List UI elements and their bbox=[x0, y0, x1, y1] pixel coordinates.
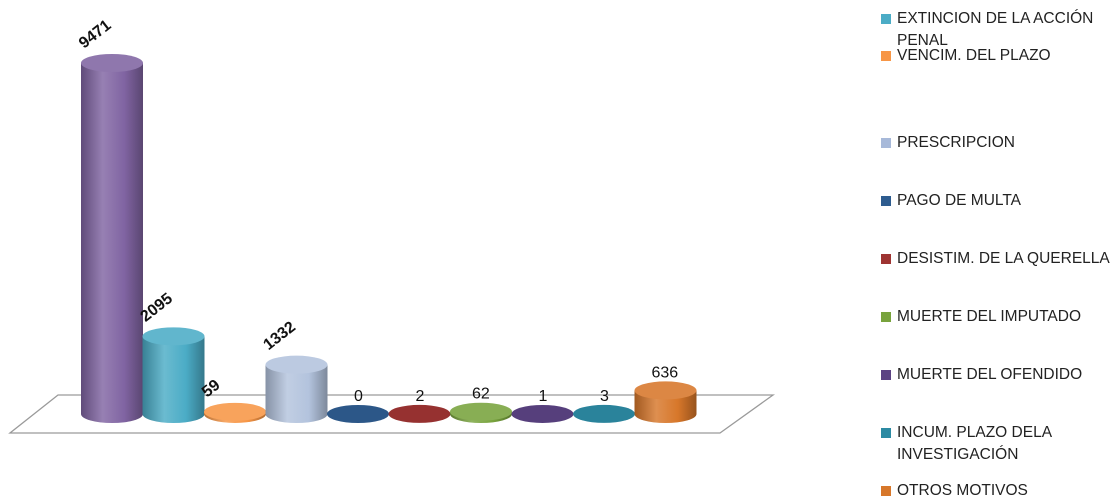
bar-5 bbox=[327, 405, 389, 423]
bar-top-7 bbox=[450, 402, 512, 421]
bar-top-10 bbox=[634, 381, 697, 400]
data-label-4: 1332 bbox=[260, 318, 299, 353]
bar-body-10 bbox=[634, 390, 697, 423]
bar-4 bbox=[265, 355, 328, 423]
legend-label: INCUM. PLAZO DELA INVESTIGACIÓN bbox=[897, 424, 1052, 463]
data-label-2: 2095 bbox=[137, 290, 176, 325]
bar-top-2 bbox=[142, 327, 205, 346]
data-label-6: 2 bbox=[416, 388, 425, 405]
bar-7 bbox=[450, 402, 512, 423]
legend-label: PRESCRIPCION bbox=[897, 134, 1015, 151]
legend-label: DESISTIM. DE LA QUERELLA bbox=[897, 250, 1110, 267]
legend-swatch bbox=[881, 14, 891, 24]
legend-item-4: PAGO DE MULTA bbox=[881, 190, 1112, 212]
legend-swatch bbox=[881, 486, 891, 496]
legend-swatch bbox=[881, 138, 891, 148]
data-label-7: 62 bbox=[472, 386, 490, 403]
bar-10 bbox=[634, 381, 697, 423]
bar-top-6 bbox=[388, 404, 451, 423]
bar-body-2 bbox=[142, 336, 205, 423]
legend-label: PAGO DE MULTA bbox=[897, 192, 1022, 209]
bar-6 bbox=[388, 404, 451, 423]
legend: EXTINCION DE LA ACCIÓN PENAL VENCIM. DEL … bbox=[881, 8, 1112, 499]
data-label-1: 9471 bbox=[76, 17, 115, 52]
bar-top-3 bbox=[204, 402, 266, 421]
data-label-5: 0 bbox=[354, 388, 363, 405]
legend-item-7: MUERTE DEL OFENDIDO bbox=[881, 364, 1112, 386]
legend-item-2: VENCIM. DEL PLAZO bbox=[881, 45, 1112, 67]
legend-label: OTROS MOTIVOS bbox=[897, 482, 1028, 499]
legend-item-8: INCUM. PLAZO DELA INVESTIGACIÓN bbox=[881, 422, 1112, 466]
legend-label: MUERTE DEL IMPUTADO bbox=[897, 308, 1082, 325]
bar-3 bbox=[204, 402, 266, 423]
bar-body-1 bbox=[81, 63, 143, 423]
bar-top-5 bbox=[327, 405, 389, 423]
legend-label: MUERTE DEL OFENDIDO bbox=[897, 366, 1083, 383]
bar-9 bbox=[573, 404, 635, 423]
legend-label: EXTINCION DE LA ACCIÓN PENAL bbox=[897, 10, 1094, 49]
legend-swatch bbox=[881, 254, 891, 264]
legend-item-1: EXTINCION DE LA ACCIÓN PENAL bbox=[881, 8, 1112, 52]
legend-item-9: OTROS MOTIVOS bbox=[881, 480, 1112, 502]
data-label-8: 1 bbox=[539, 388, 548, 405]
bar-top-8 bbox=[511, 404, 574, 423]
legend-item-6: MUERTE DEL IMPUTADO bbox=[881, 306, 1112, 328]
legend-swatch bbox=[881, 51, 891, 61]
legend-swatch bbox=[881, 428, 891, 438]
legend-label: VENCIM. DEL PLAZO bbox=[897, 47, 1051, 64]
data-label-10: 636 bbox=[652, 364, 679, 381]
bar-top-4 bbox=[265, 355, 328, 374]
legend-swatch bbox=[881, 196, 891, 206]
bar-top-9 bbox=[573, 404, 635, 423]
bar-top-1 bbox=[81, 54, 143, 72]
bar-1 bbox=[81, 54, 143, 423]
legend-item-3: PRESCRIPCION bbox=[881, 132, 1112, 154]
bar-body-4 bbox=[265, 364, 328, 423]
legend-item-5: DESISTIM. DE LA QUERELLA bbox=[881, 248, 1112, 270]
bar-8 bbox=[511, 404, 574, 423]
legend-swatch bbox=[881, 312, 891, 322]
bar-2 bbox=[142, 327, 205, 423]
bars bbox=[81, 54, 697, 423]
data-label-9: 3 bbox=[600, 388, 609, 405]
legend-swatch bbox=[881, 370, 891, 380]
